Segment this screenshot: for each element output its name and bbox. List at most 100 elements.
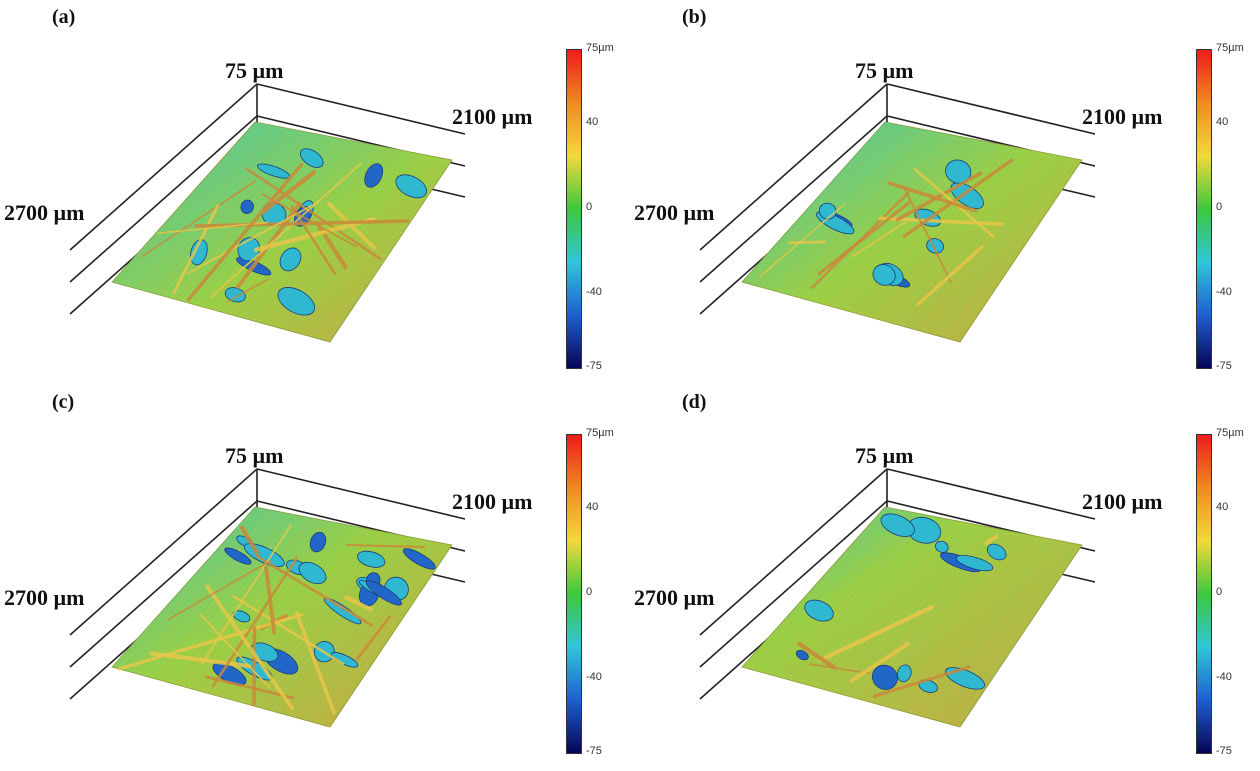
width-label: 2100 µm: [452, 489, 533, 514]
surface-striation: [140, 128, 273, 287]
surface-striation: [129, 126, 263, 284]
surface-striation: [961, 162, 1075, 339]
surface-plot-b: [699, 83, 1096, 343]
width-label: 2100 µm: [1082, 489, 1163, 514]
surface-striation: [282, 538, 401, 710]
surface-striation: [912, 153, 1031, 325]
surface-plot-c: [69, 468, 466, 728]
fiber: [346, 543, 426, 548]
colorbar: [566, 434, 582, 754]
fiber: [290, 204, 336, 275]
surface-striation: [825, 523, 952, 687]
surface-striation: [961, 547, 1075, 724]
colorbar-tick: 40: [1216, 116, 1229, 129]
fiber: [902, 158, 1014, 239]
fiber: [294, 611, 336, 715]
colorbar-tick: 0: [1216, 586, 1223, 598]
z-range-label: 75 µm: [855, 443, 914, 468]
fiber: [186, 162, 304, 302]
surface-striation: [189, 522, 317, 685]
fiber: [157, 221, 269, 235]
colorbar-max-label: 75µm: [586, 427, 614, 439]
surface-striation: [797, 518, 927, 679]
fiber: [255, 554, 373, 627]
fiber: [849, 642, 910, 684]
surface-striation: [157, 131, 287, 291]
colorbar-tick: -40: [1216, 670, 1232, 683]
pore: [279, 247, 302, 272]
colorbar-min-label: -75: [1216, 745, 1232, 757]
top-right-edge: [256, 83, 466, 135]
length-label: 2700 µm: [634, 585, 715, 610]
fiber: [759, 203, 846, 278]
pore: [298, 561, 327, 585]
surface-striation: [770, 513, 903, 672]
fiber: [817, 201, 911, 276]
surface-plot-d: [699, 468, 1096, 728]
fiber: [355, 615, 392, 661]
width-label: 2100 µm: [452, 104, 533, 129]
surface-striation: [950, 545, 1066, 721]
mid-left-edge: [699, 115, 888, 283]
surface-striation: [939, 158, 1056, 333]
mid-left-edge: [69, 500, 258, 668]
surface-striation: [890, 150, 1011, 319]
colorbar: [1196, 49, 1212, 369]
pore: [402, 548, 436, 570]
surface-striation: [792, 132, 922, 293]
surface-striation: [759, 511, 893, 669]
fiber: [809, 663, 871, 675]
pore: [357, 550, 386, 568]
colorbar-tick: 40: [586, 116, 599, 129]
surface-plot-a: [69, 83, 466, 343]
fiber: [788, 240, 827, 245]
fiber: [141, 180, 256, 258]
fiber: [245, 167, 382, 261]
surface-striation: [200, 139, 327, 303]
panel-label: (b): [682, 6, 707, 28]
fiber: [895, 171, 983, 222]
pore: [299, 148, 324, 168]
fiber: [887, 181, 978, 213]
fiber: [252, 626, 257, 706]
colorbar-tick: 40: [1216, 501, 1229, 514]
surface-striation: [314, 544, 431, 719]
surface-striation: [238, 146, 361, 313]
surface-striation: [200, 524, 327, 688]
panel-label: (d): [682, 391, 707, 413]
length-label: 2700 µm: [4, 585, 85, 610]
colorbar-tick: 0: [1216, 201, 1223, 213]
pore: [934, 540, 949, 553]
surface-striation: [928, 156, 1046, 330]
fiber: [232, 595, 345, 666]
surface-striation: [895, 150, 1016, 321]
top-right-edge: [256, 468, 466, 520]
surface-striation: [167, 133, 297, 294]
fiber: [172, 204, 220, 295]
fiber: [168, 560, 272, 621]
pore: [365, 580, 402, 606]
surface-striation: [260, 535, 381, 704]
fiber: [199, 613, 271, 689]
surface-striation: [836, 140, 962, 304]
top-left-edge: [69, 83, 258, 251]
surface-striation: [928, 541, 1046, 715]
surface-striation: [298, 541, 416, 715]
pore: [804, 599, 834, 622]
surface-striation: [836, 525, 962, 689]
panel-c: (c) 75 µm 2100 µm 2700 µm 75µm 40 0 -40 -75: [0, 385, 630, 770]
pore: [871, 664, 898, 690]
surface-striation: [754, 510, 888, 667]
fiber: [261, 193, 358, 248]
surface-striation: [167, 518, 297, 679]
length-label: 2700 µm: [4, 200, 85, 225]
surface-striation: [151, 515, 282, 675]
pore: [955, 555, 994, 572]
colorbar-tick: 0: [586, 201, 593, 213]
fiber: [314, 220, 348, 269]
mid-left-edge: [69, 115, 258, 283]
surface-striation: [803, 519, 932, 681]
surface-striation: [933, 542, 1051, 716]
surface-striation: [792, 517, 922, 678]
fiber: [253, 216, 376, 252]
